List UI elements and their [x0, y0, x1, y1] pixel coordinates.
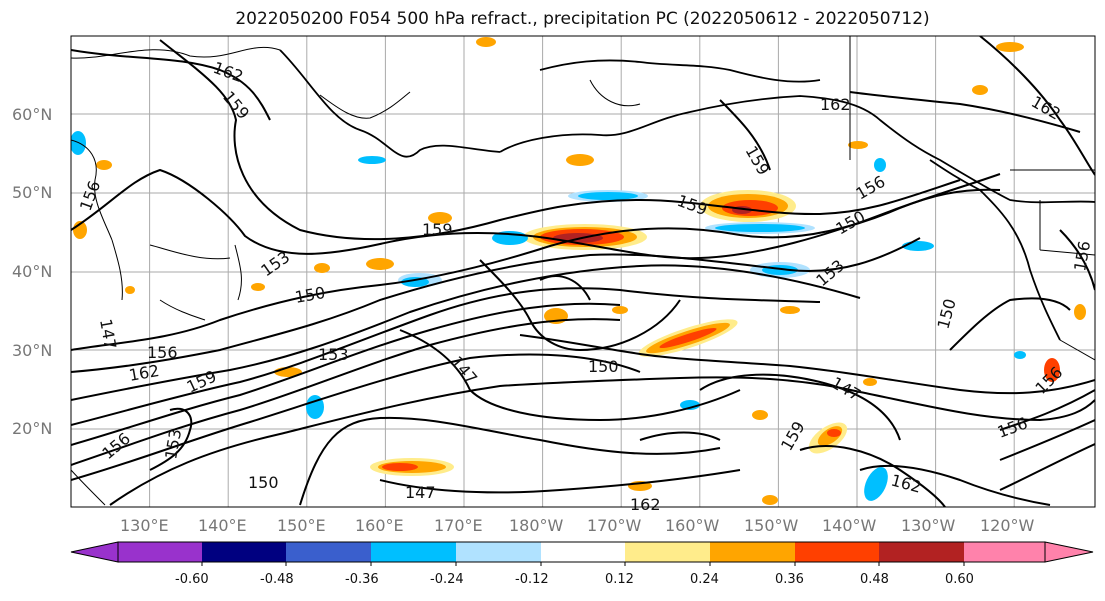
refraction-contours: [71, 36, 1095, 507]
lon-label-180w: 180°W: [509, 516, 564, 535]
contour-label: 162: [630, 495, 661, 514]
lat-label-30n: 30°N: [12, 341, 53, 360]
contour-label: 150: [248, 473, 279, 492]
lon-label-160e: 160°E: [355, 516, 404, 535]
colorbar-border: [117, 541, 1046, 563]
colorbar-tick-label: -0.24: [430, 572, 464, 587]
precip-blue-areas: [71, 131, 1026, 501]
contour-label: 156: [147, 343, 178, 362]
colorbar-segment: [202, 542, 286, 562]
colorbar-segment: [710, 542, 795, 562]
colorbar-segment: [541, 542, 625, 562]
colorbar-segment: [879, 542, 964, 562]
colorbar-segment: [625, 542, 710, 562]
lon-label-130w: 130°W: [901, 516, 956, 535]
lat-label-60n: 60°N: [12, 105, 53, 124]
lon-label-160w: 160°W: [665, 516, 720, 535]
colorbar-tick-label: -0.60: [175, 572, 209, 587]
colorbar-tick-label: 0.12: [605, 572, 634, 587]
contour-label: 153: [318, 345, 349, 364]
colorbar-segment: [456, 542, 541, 562]
graticule: [71, 36, 1095, 507]
lon-label-150e: 150°E: [277, 516, 326, 535]
lat-label-40n: 40°N: [12, 262, 53, 281]
colorbar-tick-label: -0.48: [260, 572, 294, 587]
colorbar-segment: [964, 542, 1045, 562]
colorbar-arrow-right: [1044, 541, 1094, 563]
lat-label-50n: 50°N: [12, 183, 53, 202]
precip-blob-subtropic: [638, 319, 738, 357]
colorbar-segment: [118, 542, 202, 562]
colorbar-tick-label: -0.12: [515, 572, 549, 587]
colorbar-tick-label: -0.36: [345, 572, 379, 587]
colorbar-segment: [286, 542, 371, 562]
contour-label: 147: [405, 483, 436, 502]
colorbar-tick-label: 0.24: [690, 572, 719, 587]
colorbar-segment: [371, 542, 456, 562]
colorbar-tick-label: 0.36: [775, 572, 804, 587]
colorbar-tick-label: 0.48: [860, 572, 889, 587]
colorbar-segment: [795, 542, 879, 562]
coastlines: [71, 36, 1095, 506]
precip-blob-gulf: [700, 190, 796, 222]
precip-blob-southwest: [370, 458, 454, 476]
lat-label-20n: 20°N: [12, 419, 53, 438]
lon-label-150w: 150°W: [744, 516, 799, 535]
lon-label-140e: 140°E: [198, 516, 247, 535]
lon-label-130e: 130°E: [120, 516, 169, 535]
colorbar: [70, 541, 1094, 566]
map-frame-border: [70, 35, 1096, 508]
contour-label: 159: [422, 220, 453, 239]
colorbar-arrow-left: [70, 541, 119, 563]
colorbar-tick-label: 0.60: [945, 572, 974, 587]
lon-label-170w: 170°W: [587, 516, 642, 535]
lon-label-120w: 120°W: [980, 516, 1035, 535]
lon-label-140w: 140°W: [822, 516, 877, 535]
map-title: 2022050200 F054 500 hPa refract., precip…: [235, 9, 930, 29]
contour-label: 150: [588, 357, 619, 376]
contour-label: 162: [820, 95, 851, 114]
lon-label-170e: 170°E: [434, 516, 483, 535]
